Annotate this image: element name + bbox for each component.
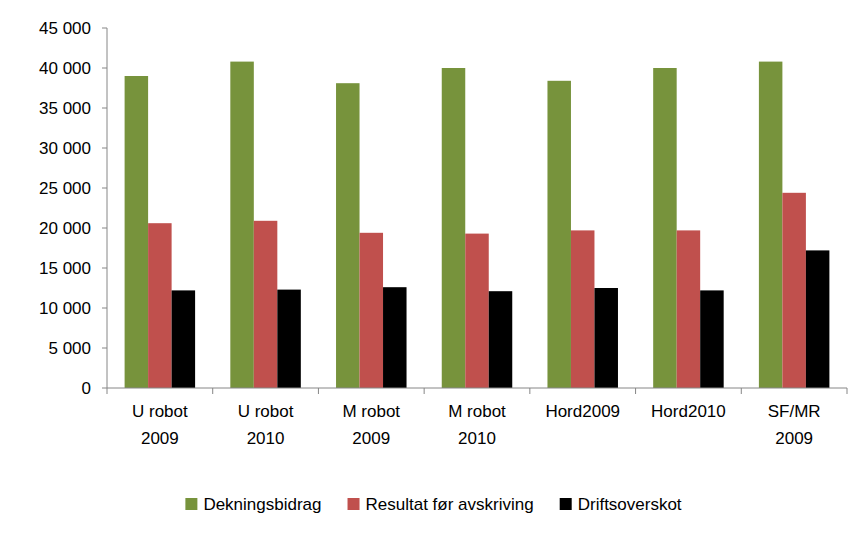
y-axis bbox=[107, 28, 108, 388]
bar bbox=[653, 68, 677, 388]
y-tick-label: 35 000 bbox=[39, 99, 91, 118]
legend-swatch bbox=[560, 498, 572, 510]
bar bbox=[465, 234, 489, 388]
y-tick-label: 0 bbox=[82, 379, 91, 398]
x-tick-label: SF/MR2009 bbox=[768, 402, 821, 448]
x-tick-label: Hord2010 bbox=[651, 402, 726, 421]
bar bbox=[230, 62, 254, 388]
y-tick bbox=[102, 348, 107, 349]
chart: 0 5 000 10 000 15 000 20 000 25 000 30 000 35 0… bbox=[0, 0, 867, 542]
bar bbox=[547, 81, 571, 388]
y-tick-label: 10 000 bbox=[39, 299, 91, 318]
bar bbox=[594, 288, 618, 388]
y-tick bbox=[102, 388, 107, 389]
bars bbox=[125, 62, 830, 388]
y-tick bbox=[102, 228, 107, 229]
x-tick-label: U robot2010 bbox=[238, 402, 294, 448]
x-tick-label: U robot2009 bbox=[132, 402, 188, 448]
x-axis bbox=[107, 388, 847, 389]
bar bbox=[277, 290, 301, 388]
bar bbox=[489, 291, 513, 388]
y-tick bbox=[102, 68, 107, 69]
bar bbox=[677, 230, 701, 388]
y-tick-label: 25 000 bbox=[39, 179, 91, 198]
legend-swatch bbox=[348, 498, 360, 510]
legend-label: Resultat før avskriving bbox=[366, 495, 534, 514]
bar bbox=[806, 250, 830, 388]
y-tick-label: 40 000 bbox=[39, 59, 91, 78]
x-tick-label: M robot2009 bbox=[342, 402, 400, 448]
y-tick-label: 15 000 bbox=[39, 259, 91, 278]
bar bbox=[125, 76, 149, 388]
bar bbox=[782, 193, 806, 388]
y-tick-label: 20 000 bbox=[39, 219, 91, 238]
x-tick bbox=[741, 388, 742, 394]
y-tick bbox=[102, 148, 107, 149]
x-tick bbox=[318, 388, 319, 394]
bar bbox=[336, 83, 360, 388]
y-tick bbox=[102, 308, 107, 309]
y-tick-label: 30 000 bbox=[39, 139, 91, 158]
bar bbox=[383, 287, 407, 388]
y-tick-label: 45 000 bbox=[39, 19, 91, 38]
x-tick bbox=[212, 388, 213, 394]
x-tick bbox=[424, 388, 425, 394]
bar bbox=[759, 62, 783, 388]
y-tick bbox=[102, 28, 107, 29]
legend-label: Driftsoverskot bbox=[578, 495, 682, 514]
bar bbox=[700, 290, 724, 388]
legend: Dekningsbidrag Resultat før avskriving Dri… bbox=[185, 495, 681, 514]
y-tick bbox=[102, 108, 107, 109]
bar bbox=[442, 68, 466, 388]
y-tick bbox=[102, 268, 107, 269]
x-tick bbox=[107, 388, 108, 394]
y-tick-label: 5 000 bbox=[48, 339, 91, 358]
x-tick bbox=[635, 388, 636, 394]
bar bbox=[148, 223, 172, 388]
x-tick-label: M robot2010 bbox=[448, 402, 506, 448]
legend-swatch bbox=[185, 498, 197, 510]
x-tick bbox=[847, 388, 848, 394]
legend-label: Dekningsbidrag bbox=[203, 495, 321, 514]
bar bbox=[571, 230, 595, 388]
bar bbox=[172, 290, 196, 388]
y-tick bbox=[102, 188, 107, 189]
x-tick bbox=[529, 388, 530, 394]
bar bbox=[360, 233, 384, 388]
bar bbox=[254, 221, 277, 388]
x-tick-label: Hord2009 bbox=[545, 402, 620, 421]
